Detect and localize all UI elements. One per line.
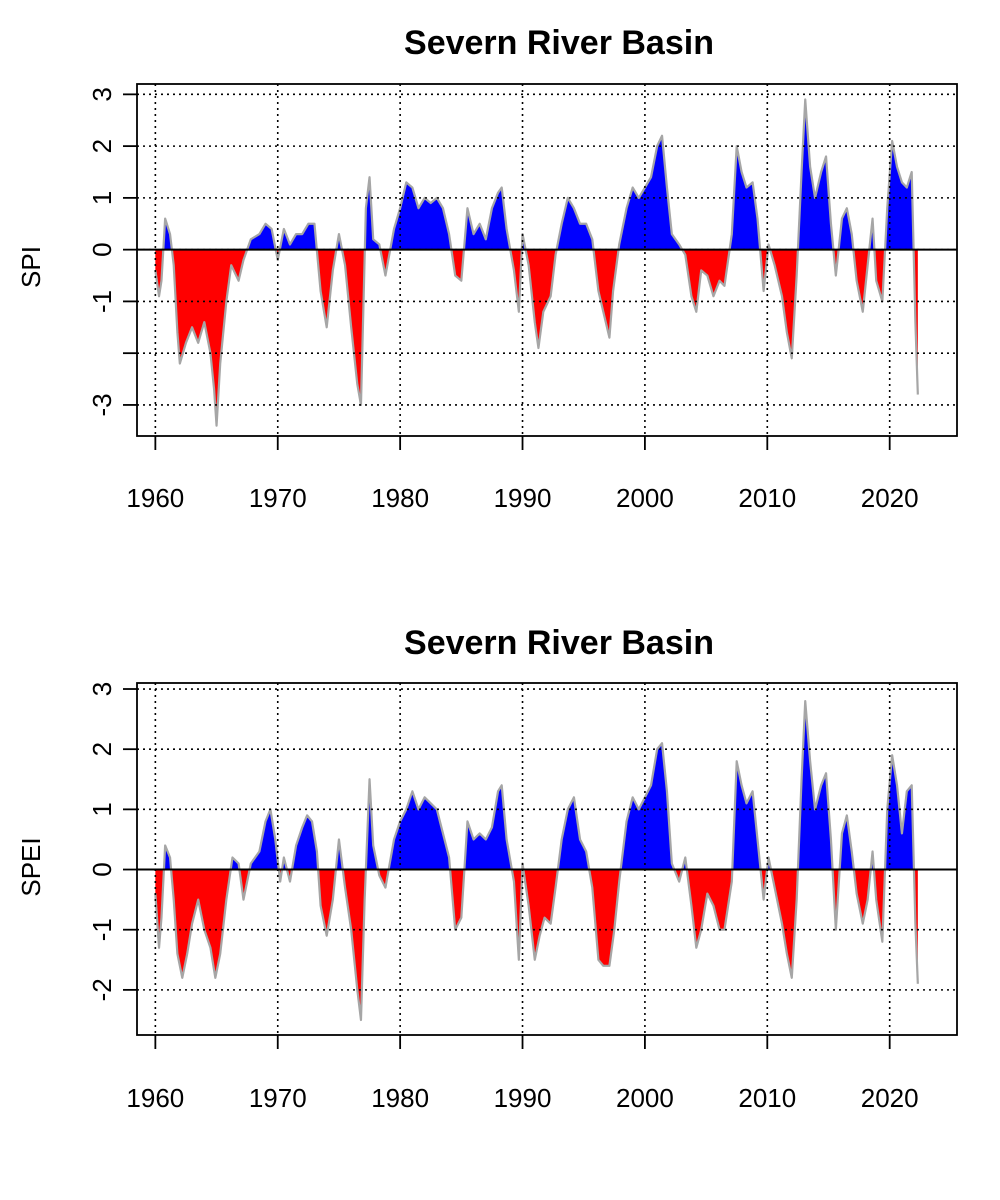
spi-y-tick-label: 2: [87, 139, 117, 153]
spei-y-tick-label: 0: [87, 862, 117, 876]
spei-wet-area: [292, 815, 319, 870]
spei-x-tick-label: 1960: [126, 1083, 184, 1113]
spi-dry-area: [451, 249, 464, 281]
spi-panel: Severn River Basin SPI 1960 1970 1980 1990 2…: [16, 24, 958, 513]
spei-chart-title: Severn River Basin: [404, 624, 714, 662]
spi-x-tick-label: 2020: [861, 483, 919, 513]
spei-dry-area: [853, 869, 871, 924]
spi-dry-area: [593, 249, 619, 338]
spi-x-tick-label: 1960: [126, 483, 184, 513]
spei-y-axis-label: SPEI: [16, 837, 46, 896]
spei-y-tick-label: 2: [87, 742, 117, 756]
spei-dry-area: [686, 869, 733, 948]
spi-x-tick-label: 1980: [371, 483, 429, 513]
spi-y-tick-label: 1: [87, 191, 117, 205]
spei-x-tick-label: 2010: [738, 1083, 796, 1113]
spi-x-tick-label: 2010: [738, 483, 796, 513]
spei-x-tick-label: 1970: [249, 1083, 307, 1113]
spi-y-tick-label: -1: [87, 290, 117, 313]
spei-plot-frame: [136, 682, 958, 1036]
spi-index-line: [154, 98, 919, 427]
spei-wet-area: [249, 809, 279, 870]
spei-panel: Severn River Basin SPEI 1960 1970 1980 1990…: [16, 624, 958, 1113]
spi-plot-frame: [136, 83, 958, 437]
spi-plot-area: [154, 98, 919, 427]
spi-dry-area: [682, 249, 730, 312]
spi-y-tick-label: 0: [87, 242, 117, 256]
spi-wet-area: [885, 140, 914, 250]
spi-wet-area: [463, 187, 511, 250]
spei-y-tick-label: -2: [87, 978, 117, 1001]
spei-y-tick-label: 1: [87, 802, 117, 816]
spi-wet-area: [247, 223, 276, 250]
spi-dry-area: [853, 249, 870, 312]
spei-dry-area: [770, 869, 798, 978]
spei-dry-area: [318, 869, 336, 936]
spi-wet-area: [279, 223, 317, 250]
spi-chart-title: Severn River Basin: [404, 24, 714, 62]
spei-wet-area: [388, 791, 451, 870]
spi-x-tick-label: 2000: [616, 483, 674, 513]
spi-dry-area: [380, 249, 391, 276]
spei-y-tick-label: 3: [87, 682, 117, 696]
spei-wet-area: [557, 797, 590, 870]
spi-dry-area: [171, 249, 248, 426]
spei-dry-area: [523, 869, 558, 960]
spei-x-tick-label: 1980: [371, 1083, 429, 1113]
spi-wet-area: [364, 177, 381, 250]
spei-dry-area: [155, 869, 164, 948]
spi-dry-area: [525, 249, 557, 348]
spi-y-axis-label: SPI: [16, 246, 46, 288]
spi-x-tick-label: 1990: [494, 483, 552, 513]
spi-y-tick-label: 3: [87, 87, 117, 101]
spi-dry-area: [316, 249, 337, 328]
spi-dry-area: [155, 249, 164, 297]
spei-plot-area: [154, 699, 919, 1022]
spei-x-tick-label: 1990: [494, 1083, 552, 1113]
spei-wet-area: [797, 701, 833, 870]
spei-x-tick-label: 2000: [616, 1083, 674, 1113]
spei-wet-area: [620, 743, 675, 870]
spei-wet-area: [464, 785, 512, 870]
spei-wet-area: [732, 761, 761, 870]
spei-x-tick-label: 2020: [861, 1083, 919, 1113]
spi-x-tick-label: 1970: [249, 483, 307, 513]
spei-index-line: [154, 699, 919, 1022]
spei-y-tick-label: -1: [87, 918, 117, 941]
spi-wet-area: [797, 99, 834, 250]
spi-y-tick-label: -3: [87, 393, 117, 416]
spei-dry-area: [171, 869, 231, 978]
spi-wet-area: [618, 135, 683, 250]
